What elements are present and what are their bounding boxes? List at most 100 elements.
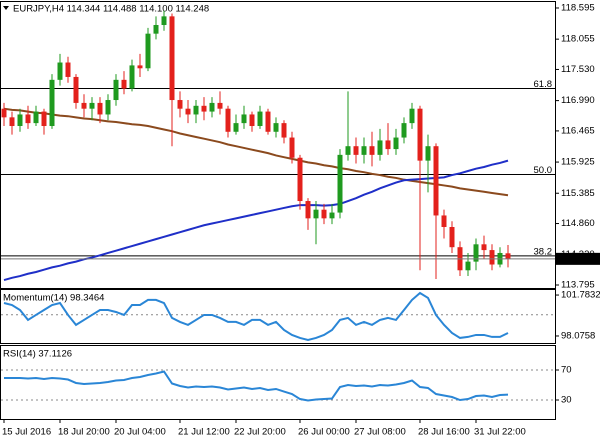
x-tick-label: 28 Jul 16:00 bbox=[418, 427, 470, 438]
x-tick-label: 22 Jul 20:00 bbox=[234, 427, 286, 438]
candle-body bbox=[361, 146, 367, 155]
y-tick-label: 101.7832 bbox=[561, 290, 600, 301]
y-tick-label: 115.925 bbox=[561, 157, 595, 168]
candle-body bbox=[465, 261, 471, 271]
y-tick-label: 118.055 bbox=[561, 34, 595, 45]
candle-body bbox=[249, 114, 255, 127]
fib-label: 50.0 bbox=[534, 165, 553, 176]
candle-body bbox=[313, 209, 319, 219]
candle-body bbox=[297, 157, 303, 202]
candle-body bbox=[425, 146, 431, 161]
candle-body bbox=[49, 79, 55, 127]
candle-body bbox=[369, 146, 375, 155]
candle-body bbox=[321, 209, 327, 219]
x-tick-label: 20 Jul 04:00 bbox=[114, 427, 166, 438]
candle-body bbox=[265, 111, 271, 132]
candle-body bbox=[233, 123, 239, 132]
candle-body bbox=[337, 154, 343, 213]
candle-body bbox=[441, 215, 447, 227]
x-tick-label: 21 Jul 12:00 bbox=[178, 427, 230, 438]
candle-body bbox=[449, 226, 455, 248]
candle-body bbox=[377, 140, 383, 155]
collapse-arrow bbox=[3, 6, 9, 10]
candle-body bbox=[409, 108, 415, 124]
candle-body bbox=[9, 117, 15, 127]
candle-body bbox=[257, 111, 263, 127]
candle-body bbox=[185, 108, 191, 115]
chart-title: EURJPY,H4 114.344 114.488 114.100 114.24… bbox=[13, 4, 209, 15]
candle-body bbox=[201, 105, 207, 112]
y-tick-label: 117.530 bbox=[561, 64, 595, 75]
fib-label: 38.2 bbox=[534, 246, 553, 257]
candle-body bbox=[289, 137, 295, 158]
candle-body bbox=[241, 114, 247, 124]
candle-body bbox=[57, 62, 63, 80]
y-tick-label: 118.595 bbox=[561, 2, 595, 13]
candle-body bbox=[385, 140, 391, 150]
candle-body bbox=[81, 102, 87, 109]
candle-body bbox=[505, 253, 511, 259]
panel-frame bbox=[0, 1, 556, 289]
price-label: 114.248 bbox=[561, 253, 595, 264]
candle-body bbox=[353, 146, 359, 155]
indicator-line bbox=[3, 291, 509, 341]
y-tick-label: 113.795 bbox=[561, 280, 595, 291]
panel-frame bbox=[0, 345, 556, 420]
x-tick-label: 31 Jul 22:00 bbox=[474, 427, 526, 438]
candle-body bbox=[17, 114, 23, 127]
candle-body bbox=[177, 100, 183, 109]
candle-body bbox=[65, 62, 71, 77]
candle-body bbox=[73, 76, 79, 103]
fib-label: 61.8 bbox=[534, 79, 553, 90]
candle-body bbox=[273, 123, 279, 132]
candle-body bbox=[129, 65, 135, 89]
y-tick-label: 116.990 bbox=[561, 95, 595, 106]
candle-body bbox=[113, 79, 119, 101]
y-tick-label: 114.860 bbox=[561, 218, 595, 229]
candle-body bbox=[433, 146, 439, 216]
panel-frame bbox=[0, 289, 556, 344]
candle-body bbox=[169, 16, 175, 101]
candle-body bbox=[305, 201, 311, 219]
candle-body bbox=[1, 108, 7, 118]
candle-body bbox=[121, 79, 127, 89]
y-tick-label: 98.0758 bbox=[561, 330, 595, 341]
candle-body bbox=[489, 250, 495, 265]
candle-body bbox=[345, 146, 351, 155]
candle-body bbox=[473, 244, 479, 262]
candle-body bbox=[225, 108, 231, 132]
candle-body bbox=[161, 16, 167, 26]
panel-title: Momentum(14) 98.3464 bbox=[3, 293, 104, 304]
candle-body bbox=[193, 105, 199, 115]
x-tick-label: 27 Jul 08:00 bbox=[354, 427, 406, 438]
candle-body bbox=[25, 114, 31, 124]
candle-body bbox=[137, 65, 143, 69]
panel-title: RSI(14) 37.1126 bbox=[3, 349, 72, 360]
candle-body bbox=[145, 33, 151, 69]
candle-body bbox=[217, 102, 223, 109]
candle-body bbox=[417, 108, 423, 161]
candle-body bbox=[329, 212, 335, 219]
candle-body bbox=[481, 244, 487, 251]
x-tick-label: 26 Jul 00:00 bbox=[298, 427, 350, 438]
candle-body bbox=[41, 111, 47, 127]
candle-body bbox=[105, 100, 111, 115]
y-tick-label: 30 bbox=[561, 395, 572, 406]
indicator-line bbox=[4, 370, 509, 402]
moving-average bbox=[3, 107, 509, 197]
y-tick-label: 116.465 bbox=[561, 125, 595, 136]
candle-body bbox=[33, 111, 39, 124]
candle-body bbox=[401, 123, 407, 138]
candle-body bbox=[89, 102, 95, 109]
x-tick-label: 15 Jul 2016 bbox=[2, 427, 51, 438]
candle-body bbox=[393, 137, 399, 150]
y-tick-label: 115.385 bbox=[561, 188, 595, 199]
x-tick-label: 18 Jul 20:00 bbox=[58, 427, 110, 438]
candle-body bbox=[209, 102, 215, 112]
price-box bbox=[556, 252, 600, 265]
candle-body bbox=[153, 25, 159, 34]
candle-body bbox=[281, 123, 287, 138]
y-tick-label: 70 bbox=[561, 365, 572, 376]
